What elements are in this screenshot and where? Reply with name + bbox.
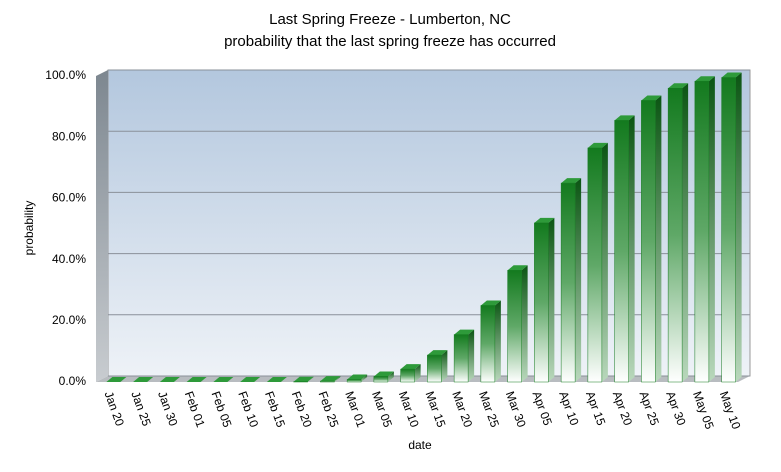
x-tick-label: May 10	[717, 389, 744, 431]
bar-side	[494, 300, 501, 382]
bar-top	[668, 83, 689, 89]
x-tick-label: Apr 25	[637, 389, 662, 427]
bar	[667, 87, 683, 383]
x-tick-label: Mar 10	[396, 389, 422, 429]
bar	[614, 120, 629, 383]
bar-side	[361, 374, 368, 382]
bar	[346, 379, 362, 383]
bar-top	[373, 371, 394, 377]
y-tick-label: 80.0%	[52, 129, 86, 143]
x-tick-label: Apr 15	[583, 389, 608, 427]
bar	[427, 354, 442, 383]
x-tick-label: Feb 15	[262, 389, 288, 429]
bar-side	[468, 329, 475, 382]
bar-side	[414, 364, 421, 382]
bar-top	[186, 377, 207, 382]
bar-top	[133, 377, 154, 382]
x-tick-label: Feb 10	[235, 389, 261, 429]
y-tick-label: 40.0%	[52, 252, 86, 266]
bar	[560, 182, 576, 383]
bar-top	[293, 376, 314, 382]
x-tick-label: Feb 05	[209, 389, 235, 429]
bar	[694, 80, 710, 383]
bar-side	[708, 76, 715, 383]
bar-top	[427, 350, 448, 356]
bar-top	[614, 115, 635, 121]
x-tick-label: Feb 01	[182, 389, 208, 429]
bar	[480, 305, 496, 383]
bar	[453, 334, 469, 383]
x-tick-label: Mar 05	[369, 389, 395, 429]
bar-top	[694, 76, 715, 82]
bar	[373, 376, 389, 383]
x-tick-label: Mar 15	[423, 389, 449, 429]
x-tick-label: Jan 20	[102, 389, 128, 428]
bar-side	[441, 350, 448, 382]
bar-top	[587, 142, 608, 148]
bar-side	[655, 95, 662, 382]
bar-side	[334, 376, 341, 382]
x-tick-label: Mar 25	[476, 389, 502, 429]
bar-top	[213, 377, 234, 382]
x-tick-label: Apr 05	[530, 389, 555, 427]
chart-title: Last Spring Freeze - Lumberton, NC	[269, 11, 511, 28]
bar-top	[106, 377, 127, 382]
bar-top	[159, 377, 180, 382]
bar	[534, 222, 549, 383]
y-tick-label: 60.0%	[52, 191, 86, 205]
bar-side	[521, 265, 528, 382]
bar-top	[561, 178, 582, 184]
bar-side	[601, 142, 608, 382]
y-axis-title: probability	[22, 201, 36, 256]
bar-top	[266, 377, 287, 382]
x-tick-label: Mar 01	[342, 389, 368, 429]
y-tick-label: 0.0%	[59, 374, 87, 388]
y-tick-label: 20.0%	[52, 313, 86, 327]
bar-side	[735, 72, 742, 382]
x-tick-label: Apr 10	[556, 389, 581, 427]
bar-top	[320, 376, 341, 382]
bar-side	[307, 376, 314, 382]
x-tick-label: Feb 20	[289, 389, 315, 429]
chart-subtitle: probability that the last spring freeze …	[224, 33, 556, 50]
bar-side	[575, 178, 582, 382]
bar-side	[628, 115, 635, 383]
bar-side	[548, 217, 555, 382]
bar-top	[721, 72, 742, 78]
x-tick-label: Mar 30	[503, 389, 529, 429]
bar	[320, 380, 335, 383]
bar-top	[480, 300, 501, 306]
y-tick-label: 100.0%	[45, 68, 86, 82]
bar-top	[347, 374, 368, 380]
bar	[721, 77, 736, 383]
x-axis-title: date	[408, 438, 432, 452]
x-tick-label: May 05	[690, 389, 717, 431]
bar	[507, 270, 522, 383]
bar-top	[507, 265, 528, 271]
left-wall	[96, 70, 108, 382]
bar-side	[682, 83, 689, 383]
bar	[641, 100, 656, 383]
bar	[400, 368, 415, 383]
x-tick-label: Apr 20	[610, 389, 635, 427]
x-tick-label: Apr 30	[663, 389, 688, 427]
bar-top	[240, 377, 261, 382]
x-tick-label: Mar 20	[449, 389, 475, 429]
bar-top	[400, 364, 421, 370]
bar-side	[387, 371, 394, 382]
x-tick-label: Feb 25	[316, 389, 342, 429]
bar	[587, 147, 603, 383]
bar-top	[534, 217, 555, 223]
bar-top	[454, 329, 475, 335]
bar-top	[641, 95, 662, 101]
x-tick-label: Jan 30	[155, 389, 181, 428]
x-tick-label: Jan 25	[128, 389, 154, 428]
